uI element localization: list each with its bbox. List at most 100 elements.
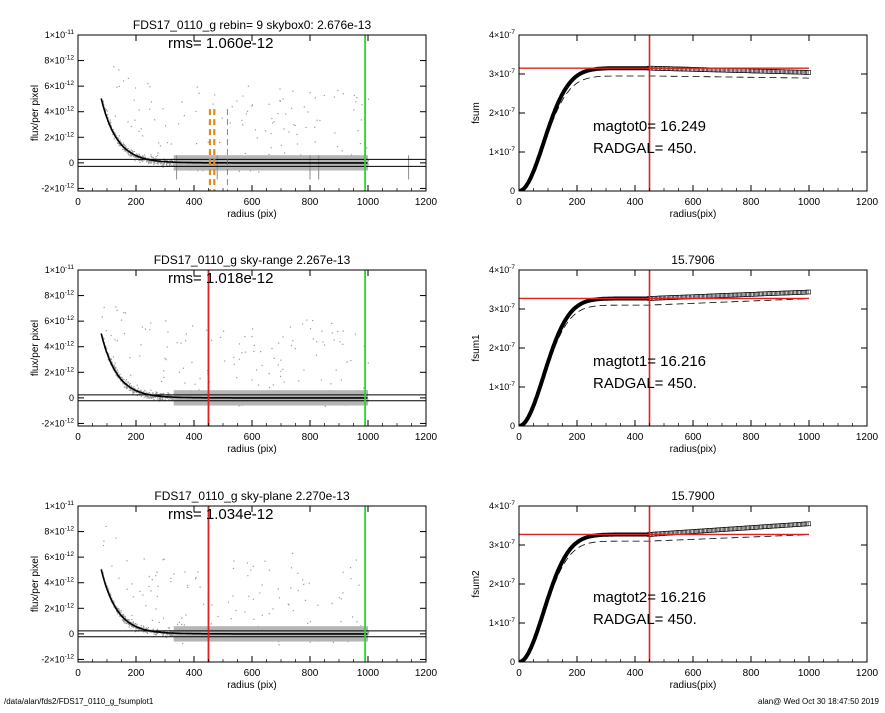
profile0-scatter-point	[279, 99, 281, 102]
profile0-profile-line	[100, 98, 368, 164]
profile0-xlabel: radius (pix)	[227, 209, 276, 220]
profile1-scatter-point	[324, 344, 326, 346]
profile0-scatter-point	[151, 156, 153, 158]
profile2-scatter-point	[183, 624, 185, 626]
growth0-marker	[678, 66, 684, 72]
profile0-scatter-point	[166, 160, 168, 162]
profile2-scatter-point	[153, 633, 155, 635]
profile2-scatter-point	[129, 624, 131, 626]
profile0-scatter-point	[127, 152, 129, 154]
profile2-scatter-point	[244, 611, 246, 613]
profile2-xlabel: radius (pix)	[227, 680, 276, 691]
profile0-scatter-point	[143, 154, 146, 156]
profile2-scatter-point	[146, 628, 148, 630]
profile0-scatter-point	[138, 154, 140, 157]
profile2-scatter-point	[118, 610, 120, 612]
growth2-xtick-label: 0	[516, 668, 522, 679]
profile2-xtick-label: 1200	[415, 668, 438, 679]
profile2-scatter-point	[230, 618, 232, 620]
growth0-marker	[683, 66, 689, 72]
profile0-scatter-point	[157, 152, 159, 154]
profile2-scatter-point	[290, 587, 292, 589]
profile0-scatter-point	[156, 154, 159, 157]
profile0-scatter-point	[160, 162, 163, 164]
growth2-markers	[647, 521, 812, 537]
profile2-scatter-point	[124, 618, 127, 620]
growth2-marker	[803, 521, 809, 527]
profile0-scatter-point	[303, 106, 305, 108]
growth2-marker	[735, 526, 741, 531]
profile0-scatter-point	[164, 159, 166, 162]
profile1-scatter-point	[148, 392, 150, 394]
growth0-markers	[647, 65, 812, 75]
growth2-xtick-label: 1200	[856, 668, 879, 679]
profile2-ytick-label: 0	[69, 629, 74, 639]
profile2-scatter-point	[290, 567, 293, 569]
growth2-marker	[748, 525, 754, 530]
profile2-scatter-point	[122, 618, 124, 620]
profile2-scatter-point	[128, 626, 130, 628]
profile2-scatter-point	[119, 610, 121, 612]
profile2-scatter-point	[342, 592, 344, 594]
growth1-xtick-label: 0	[516, 432, 522, 443]
profile1-scatter-point	[147, 395, 149, 397]
profile0-scatter-point	[279, 100, 281, 102]
profile0-scatter-point	[134, 119, 136, 121]
profile0-scatter-point	[140, 158, 142, 160]
growth2-xlabel: radius(pix)	[670, 680, 717, 691]
profile0-scatter-point	[131, 149, 133, 151]
profile0-scatter-point	[118, 85, 120, 87]
profile0-scatter-point	[142, 156, 144, 158]
profile2-scatter-point	[181, 623, 183, 625]
profile0-scatter-point	[148, 160, 151, 162]
growth1-panel: 0 200 400 600 800 1000 120001×10-72×10-73×10-7…	[471, 253, 879, 455]
profile1-scatter-point	[155, 392, 157, 395]
profile2-scatter-point	[120, 610, 122, 612]
profile0-scatter-point	[152, 158, 154, 160]
profile2-scatter-point	[352, 616, 354, 618]
profile0-scatter-point	[102, 100, 104, 102]
profile0-scatter-point	[122, 142, 124, 144]
profile0-ytick-label: 6×10-12	[44, 80, 74, 91]
profile0-scatter-point	[212, 103, 214, 105]
profile2-scatter-point	[113, 606, 115, 608]
growth0-marker	[806, 70, 812, 75]
profile2-scatter-point	[145, 605, 147, 607]
profile2-scatter-point	[227, 601, 230, 603]
profile1-scatter-point	[161, 398, 163, 400]
growth0-marker	[785, 69, 791, 75]
profile0-scatter-point	[118, 135, 121, 137]
profile1-scatter-point	[292, 340, 294, 342]
growth1-xtick-label: 1200	[856, 432, 879, 443]
profile1-scatter-point	[272, 384, 274, 386]
profile0-scatter-point	[147, 160, 149, 162]
profile2-scatter-point	[302, 579, 304, 581]
profile2-scatter-point	[358, 584, 360, 586]
profile0-scatter-point	[162, 164, 164, 166]
growth1-marker	[738, 292, 744, 298]
profile2-scatter-point	[117, 613, 119, 615]
profile2-scatter-point	[119, 615, 121, 617]
profile1-scatter-point	[309, 328, 312, 330]
profile0-scatter-point	[254, 129, 257, 131]
profile1-scatter-point	[168, 398, 170, 400]
profile1-scatter-point	[330, 383, 332, 385]
growth2-marker	[795, 522, 801, 527]
growth1-marker	[741, 292, 746, 298]
growth0-marker	[681, 66, 686, 72]
growth0-marker	[772, 69, 778, 74]
profile0-scatter-point	[367, 98, 369, 100]
profile2-scatter-point	[132, 626, 134, 629]
profile2-scatter-point	[168, 634, 171, 636]
growth0-marker	[777, 69, 783, 74]
profile0-scatter-point	[124, 150, 126, 152]
profile1-scatter-point	[165, 359, 167, 361]
profile1-scatter-point	[115, 366, 117, 369]
profile2-scatter-point	[292, 610, 294, 612]
profile0-scatter-point	[258, 171, 260, 173]
profile1-scatter-point	[252, 328, 254, 330]
profile0-scatter-point	[333, 96, 336, 98]
profile0-scatter-point	[314, 141, 316, 143]
profile0-scatter-point	[158, 161, 160, 163]
profile2-profile-line	[100, 569, 368, 635]
